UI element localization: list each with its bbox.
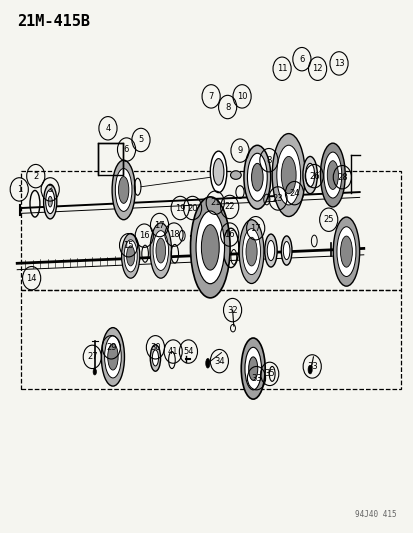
- Text: 19: 19: [175, 204, 185, 213]
- Ellipse shape: [248, 357, 257, 380]
- Text: 13: 13: [333, 59, 344, 68]
- Text: 23: 23: [272, 194, 282, 203]
- Text: 3: 3: [47, 185, 53, 194]
- Ellipse shape: [210, 151, 226, 192]
- Text: 16: 16: [139, 231, 149, 240]
- Text: 16: 16: [224, 230, 235, 239]
- Text: 28: 28: [336, 173, 347, 182]
- Text: 94J40 415: 94J40 415: [354, 510, 396, 519]
- Ellipse shape: [332, 217, 359, 286]
- Text: 4: 4: [105, 124, 110, 133]
- Text: 8: 8: [266, 156, 271, 165]
- Ellipse shape: [307, 366, 311, 374]
- Ellipse shape: [276, 145, 300, 205]
- Text: 6: 6: [123, 145, 129, 154]
- Ellipse shape: [230, 171, 241, 179]
- Text: 5: 5: [138, 135, 143, 144]
- Ellipse shape: [104, 336, 121, 378]
- Ellipse shape: [112, 160, 135, 220]
- Text: 21: 21: [209, 198, 220, 207]
- Ellipse shape: [48, 196, 52, 207]
- Ellipse shape: [201, 224, 219, 270]
- Text: 2: 2: [33, 172, 38, 181]
- Ellipse shape: [150, 345, 160, 371]
- Text: 24: 24: [289, 189, 299, 198]
- Text: 41: 41: [168, 347, 178, 356]
- Ellipse shape: [340, 236, 351, 267]
- Text: 54: 54: [183, 347, 193, 356]
- Ellipse shape: [280, 156, 295, 193]
- Ellipse shape: [205, 359, 209, 368]
- Ellipse shape: [247, 154, 267, 201]
- Ellipse shape: [282, 241, 289, 260]
- Ellipse shape: [126, 246, 134, 266]
- Text: 17: 17: [154, 221, 164, 230]
- Ellipse shape: [118, 176, 128, 204]
- Ellipse shape: [107, 344, 118, 370]
- Text: 33: 33: [306, 362, 317, 371]
- Ellipse shape: [243, 146, 270, 209]
- Text: 22: 22: [224, 203, 234, 212]
- Text: 11: 11: [276, 64, 287, 73]
- Text: 15: 15: [123, 241, 133, 250]
- Ellipse shape: [124, 240, 137, 272]
- Ellipse shape: [245, 237, 256, 266]
- Text: 9: 9: [237, 146, 242, 155]
- Text: 6: 6: [299, 55, 304, 63]
- Text: 32: 32: [227, 305, 237, 314]
- Ellipse shape: [242, 229, 260, 274]
- Ellipse shape: [267, 240, 274, 261]
- Text: 12: 12: [311, 64, 322, 73]
- Ellipse shape: [152, 350, 158, 366]
- Ellipse shape: [239, 220, 263, 284]
- Text: 1: 1: [17, 185, 22, 194]
- Ellipse shape: [121, 233, 140, 278]
- Ellipse shape: [190, 197, 230, 298]
- Text: 21M-415B: 21M-415B: [17, 14, 90, 29]
- Text: 29: 29: [106, 343, 116, 352]
- Ellipse shape: [280, 236, 291, 265]
- Ellipse shape: [251, 164, 263, 191]
- Ellipse shape: [213, 159, 223, 185]
- Ellipse shape: [93, 368, 96, 375]
- Ellipse shape: [241, 338, 265, 399]
- Ellipse shape: [196, 211, 224, 284]
- Text: 20: 20: [187, 204, 197, 213]
- Text: 14: 14: [26, 273, 37, 282]
- Ellipse shape: [320, 143, 344, 207]
- Text: 33: 33: [251, 374, 261, 383]
- Text: 7: 7: [208, 92, 213, 101]
- Ellipse shape: [150, 223, 171, 278]
- Text: 25: 25: [323, 215, 333, 224]
- Ellipse shape: [115, 168, 132, 212]
- Ellipse shape: [323, 152, 341, 198]
- Text: 27: 27: [87, 352, 97, 361]
- Text: 35: 35: [264, 369, 274, 378]
- Text: 10: 10: [236, 92, 247, 101]
- Text: 34: 34: [214, 357, 224, 366]
- Ellipse shape: [336, 227, 355, 277]
- Ellipse shape: [156, 238, 165, 263]
- Ellipse shape: [244, 348, 261, 390]
- Text: 17: 17: [250, 224, 260, 233]
- Text: 18: 18: [168, 230, 179, 239]
- Ellipse shape: [45, 190, 55, 214]
- Text: 26: 26: [308, 172, 319, 181]
- Ellipse shape: [264, 234, 276, 267]
- Ellipse shape: [271, 134, 304, 216]
- Text: 8: 8: [224, 102, 230, 111]
- Ellipse shape: [302, 157, 317, 193]
- Ellipse shape: [153, 231, 168, 270]
- Text: 30: 30: [150, 343, 160, 352]
- Ellipse shape: [305, 164, 314, 187]
- Ellipse shape: [43, 184, 57, 219]
- Ellipse shape: [101, 328, 124, 386]
- Ellipse shape: [327, 161, 337, 189]
